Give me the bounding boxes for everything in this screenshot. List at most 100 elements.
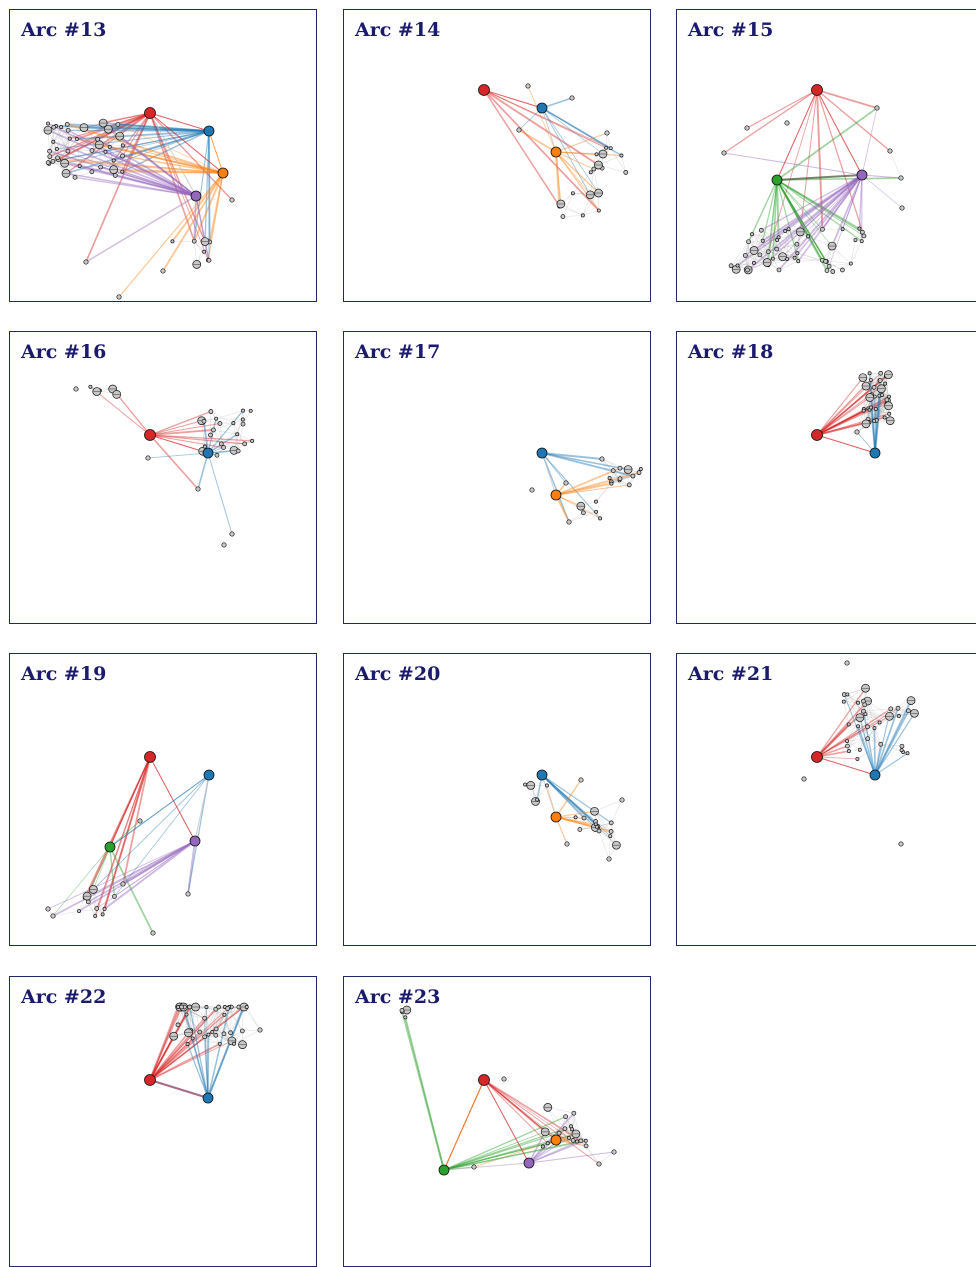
node xyxy=(48,149,52,153)
edge xyxy=(68,151,92,152)
node xyxy=(847,723,850,726)
node xyxy=(581,214,584,217)
node xyxy=(856,701,859,704)
hub-node-red xyxy=(145,752,156,763)
node xyxy=(258,1028,262,1032)
node xyxy=(121,170,124,173)
node xyxy=(722,151,726,155)
node xyxy=(841,228,844,231)
hub-node-red xyxy=(145,430,156,441)
node xyxy=(858,748,861,751)
node xyxy=(51,914,55,918)
node xyxy=(113,173,117,177)
node xyxy=(759,228,763,232)
node xyxy=(845,739,848,742)
node xyxy=(888,412,891,415)
hub-node-orange xyxy=(218,168,228,178)
node xyxy=(862,409,865,412)
node xyxy=(117,295,121,299)
node xyxy=(595,153,598,156)
node xyxy=(824,259,828,263)
node xyxy=(900,206,904,210)
hub-edge-red xyxy=(817,90,877,108)
node xyxy=(584,1139,587,1142)
node xyxy=(541,1145,544,1148)
edge-layer xyxy=(90,387,252,534)
node xyxy=(582,816,586,820)
network-graph xyxy=(677,654,976,946)
hub-link xyxy=(542,453,556,495)
node xyxy=(861,709,865,713)
node xyxy=(95,906,99,910)
edge-layer xyxy=(525,775,622,859)
node xyxy=(180,1005,184,1009)
node xyxy=(597,1162,601,1166)
node xyxy=(232,422,235,425)
node xyxy=(526,84,530,88)
node xyxy=(78,164,81,167)
node xyxy=(879,371,883,375)
edge-layer xyxy=(724,90,902,272)
arc-panel: Arc #17 xyxy=(343,331,651,624)
node xyxy=(56,156,60,160)
arc-panel: Arc #23 xyxy=(343,976,651,1267)
hub-node-orange xyxy=(551,490,561,500)
node xyxy=(611,469,615,473)
node xyxy=(607,857,611,861)
node xyxy=(594,500,597,503)
hub-edge-blue xyxy=(542,108,611,148)
node xyxy=(825,269,829,273)
node xyxy=(176,1023,180,1027)
arc-panel: Arc #15 xyxy=(676,9,976,302)
hub-edge-blue xyxy=(542,453,633,476)
node xyxy=(578,828,582,832)
edge xyxy=(851,240,856,263)
node xyxy=(761,239,764,242)
hub-edge-purple xyxy=(194,196,196,241)
node xyxy=(96,137,100,141)
node xyxy=(599,517,602,520)
node xyxy=(214,1027,218,1031)
hub-link xyxy=(150,757,195,841)
node xyxy=(198,1030,202,1034)
edge xyxy=(851,241,862,263)
node xyxy=(793,256,796,259)
edge xyxy=(611,800,622,823)
node xyxy=(215,453,219,457)
node xyxy=(161,269,165,273)
edge xyxy=(247,1007,260,1030)
arc-panel: Arc #16 xyxy=(9,331,317,624)
node xyxy=(866,737,870,741)
node xyxy=(775,247,779,251)
node xyxy=(203,445,206,448)
node xyxy=(576,1140,579,1143)
node xyxy=(236,449,240,453)
node xyxy=(205,1005,208,1008)
network-graph xyxy=(344,332,651,624)
node xyxy=(73,175,77,179)
node xyxy=(186,892,190,896)
node xyxy=(103,907,106,910)
node xyxy=(887,395,890,398)
network-graph xyxy=(10,977,317,1267)
node xyxy=(186,1042,189,1045)
node xyxy=(241,409,244,412)
node xyxy=(565,842,569,846)
node xyxy=(564,1115,568,1119)
hub-node-red xyxy=(479,1075,490,1086)
edge xyxy=(890,151,901,178)
hub-node-orange xyxy=(551,147,561,157)
node xyxy=(612,1150,616,1154)
node xyxy=(872,385,876,389)
node xyxy=(888,149,892,153)
node xyxy=(68,137,71,140)
network-graph xyxy=(344,10,651,302)
edge-layer xyxy=(48,757,209,933)
node xyxy=(785,121,789,125)
node xyxy=(112,159,115,162)
node xyxy=(112,894,116,898)
node xyxy=(897,714,900,717)
node xyxy=(138,819,142,823)
node xyxy=(222,1032,226,1036)
node xyxy=(624,170,628,174)
